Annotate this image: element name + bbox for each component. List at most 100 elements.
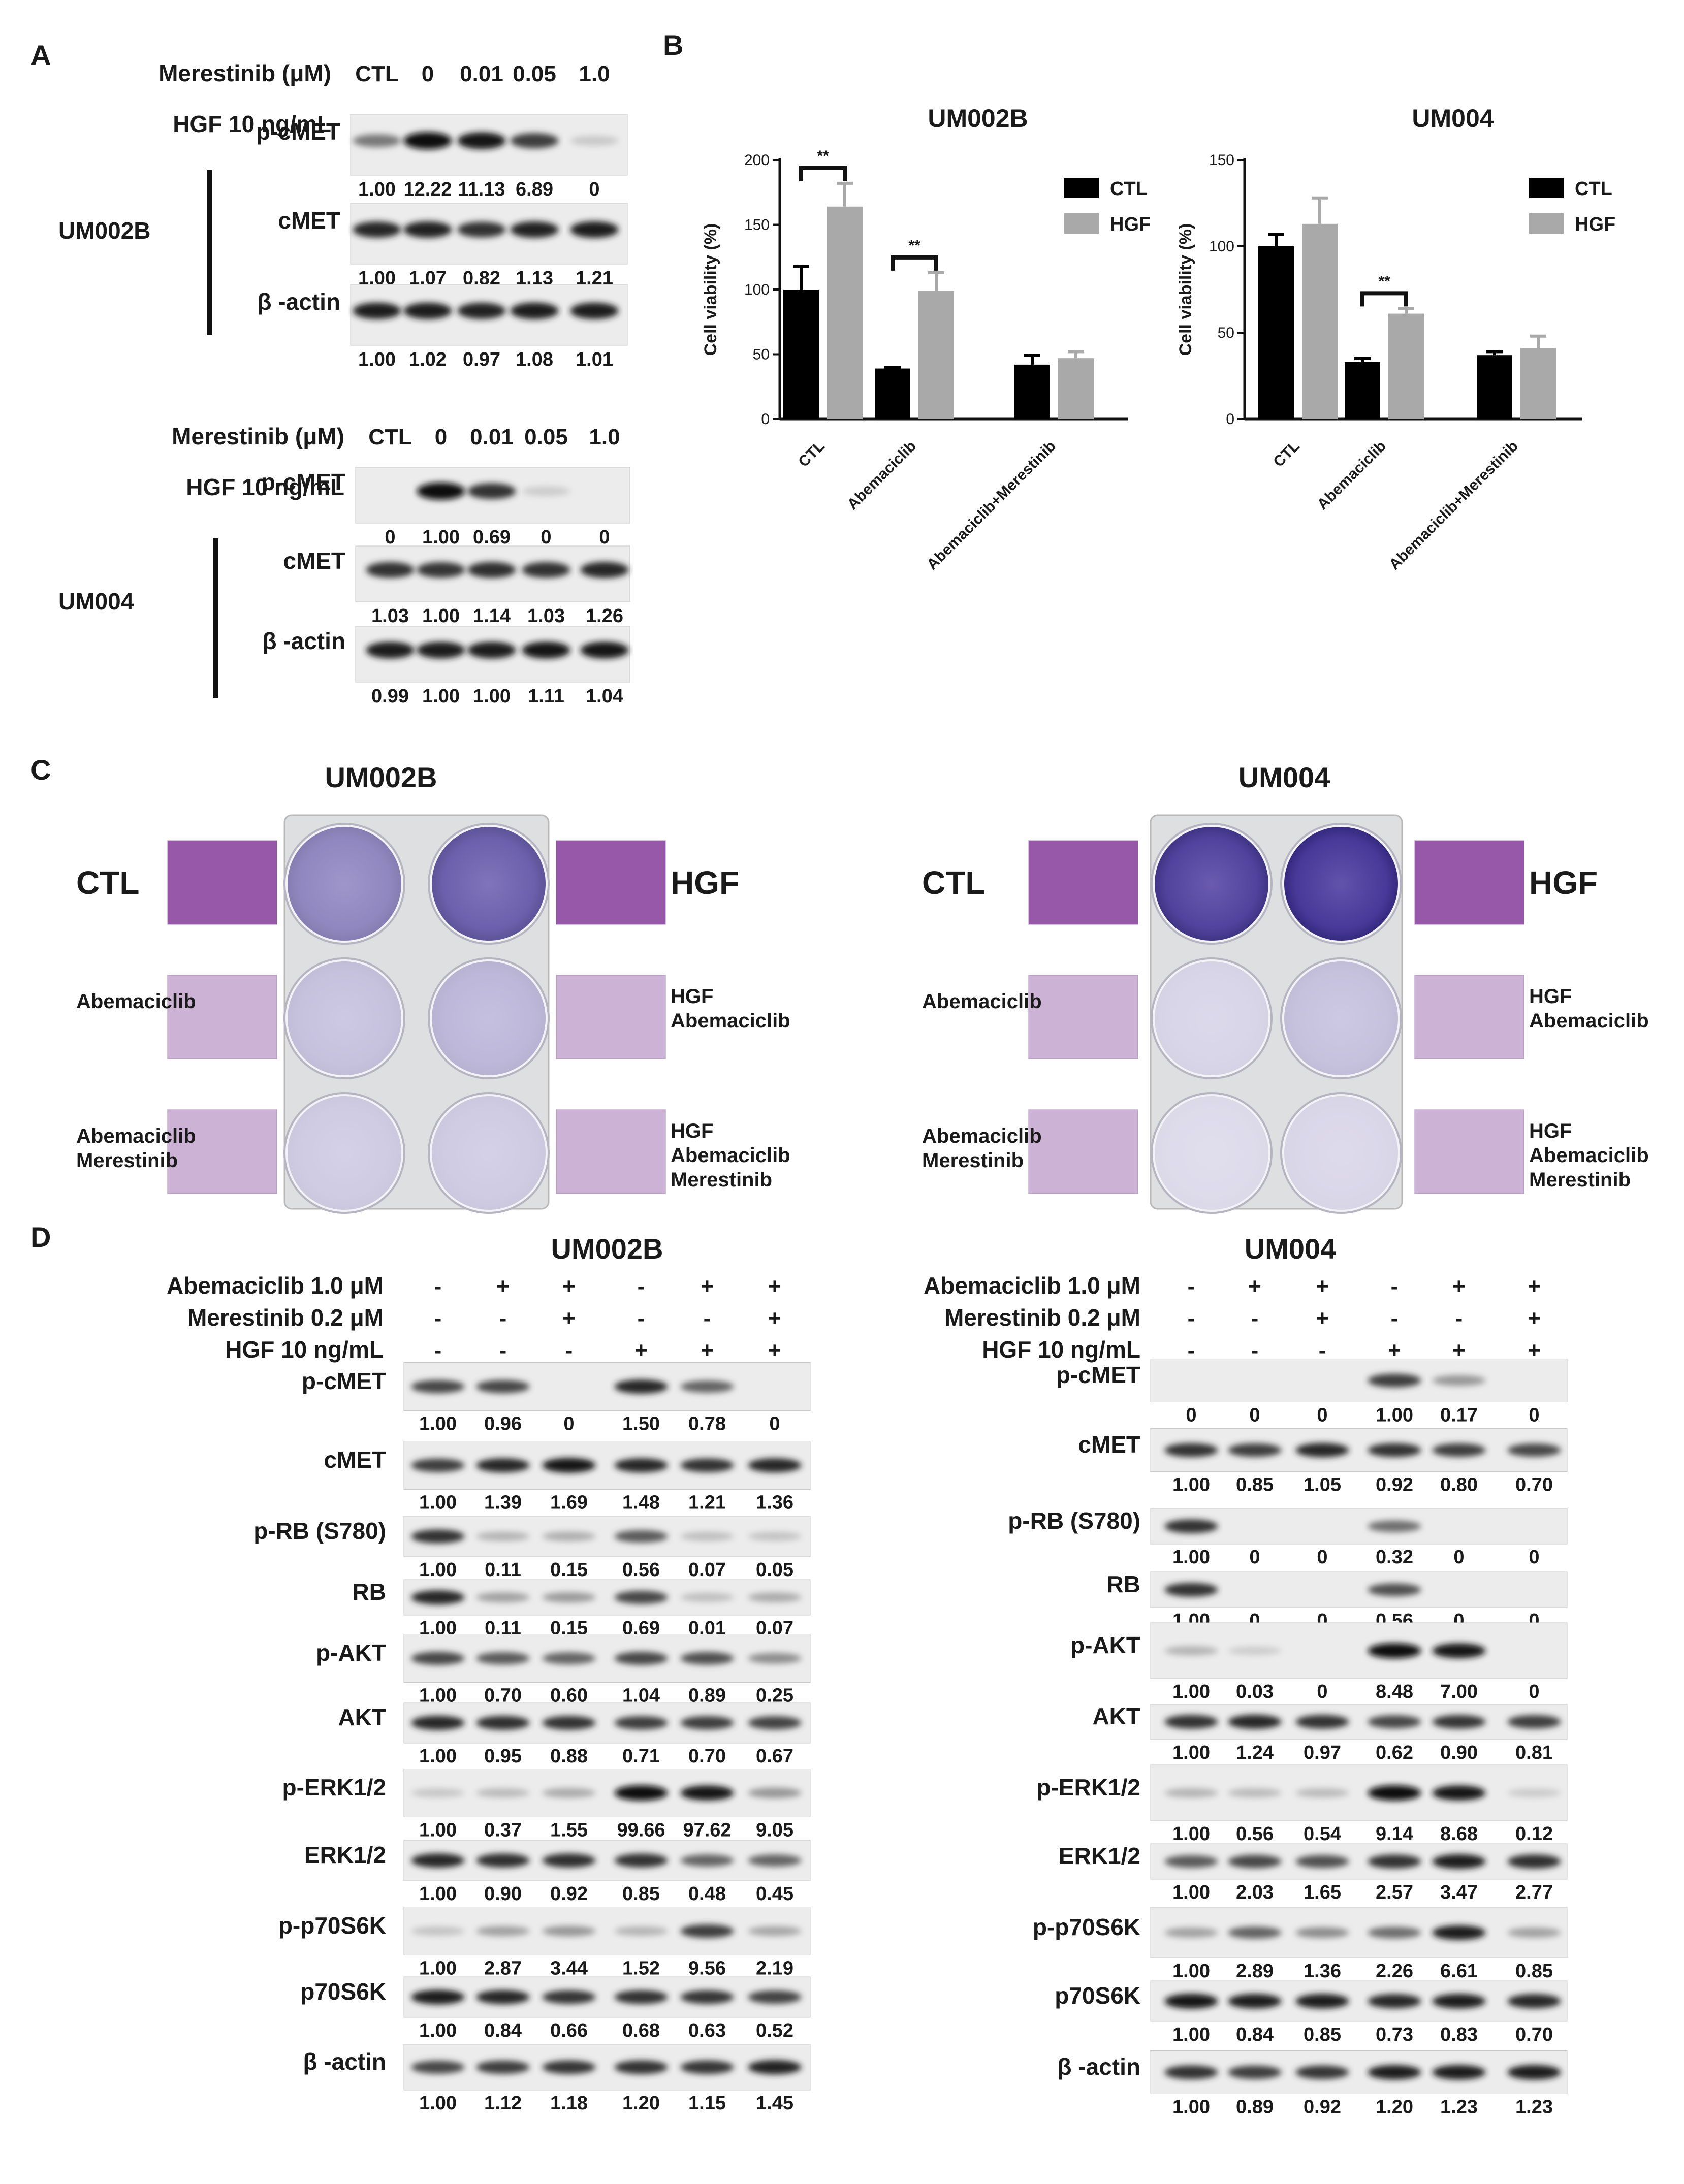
quant-value: 1.18 <box>550 2093 588 2114</box>
blot-band <box>1507 2065 1561 2080</box>
blot-band <box>1228 1646 1282 1655</box>
blot-band <box>1228 2065 1282 2079</box>
blot-band <box>1368 1994 1421 2008</box>
blot-band <box>748 1592 802 1602</box>
treatment-sign: - <box>704 1306 711 1331</box>
micrograph <box>556 975 666 1059</box>
protein-label: p70S6K <box>300 1978 386 2005</box>
viability-chart-1: UM004 0 50 100 150 Cell viability (%) CTL Abema… <box>1176 104 1615 573</box>
panel-d-group-1: UM004 Abemaciclib 1.0 μM - + + - + + Merestinib … <box>924 1233 1568 2118</box>
legend-swatch <box>1529 178 1564 198</box>
quant-value: 1.20 <box>622 2093 660 2114</box>
blot-band <box>353 302 401 319</box>
blot-band <box>1164 1583 1218 1597</box>
blot-band <box>680 1924 734 1938</box>
blot-band <box>542 1925 596 1937</box>
blot-membrane <box>1150 1764 1568 1821</box>
quant-value: 0.73 <box>1376 2024 1413 2045</box>
quant-value: 1.05 <box>1304 1474 1341 1496</box>
blot-band <box>467 483 516 499</box>
micrograph <box>1414 1109 1524 1194</box>
viability-chart-0: UM002B 0 50 100 150 200 Cell viability (%) CTL A… <box>701 104 1151 573</box>
bar-hgf <box>1302 223 1338 419</box>
category-label: Abemaciclib <box>1314 438 1389 513</box>
quant-value: 0 <box>1317 1681 1327 1703</box>
blot-band <box>403 221 452 238</box>
blot-band <box>522 641 570 659</box>
quant-value: 0.84 <box>484 2020 522 2041</box>
condition-label: Abemaciclib <box>76 990 196 1013</box>
blot-band <box>1164 2065 1218 2079</box>
treatment-label: Merestinib 0.2 μM <box>187 1304 384 1331</box>
y-tick-label: 0 <box>761 411 770 428</box>
blot-band <box>1507 1928 1561 1938</box>
cell-line-title: UM004 <box>1238 761 1330 793</box>
treatment-sign: + <box>562 1274 576 1299</box>
quant-value: 0.85 <box>1236 1474 1274 1496</box>
quant-value: 0.83 <box>1440 2024 1478 2045</box>
quant-value: 1.39 <box>484 1492 522 1514</box>
quant-value: 1.00 <box>358 179 396 200</box>
protein-label: cMET <box>283 548 345 574</box>
bar-ctl <box>875 368 910 419</box>
crystal-violet-stain <box>288 827 401 941</box>
quant-value: 0 <box>1186 1405 1196 1426</box>
quant-value: 1.52 <box>622 1958 660 1979</box>
bar-ctl <box>1258 246 1294 419</box>
category-label: Abemaciclib+Merestinib <box>924 438 1059 573</box>
blot-membrane <box>403 1769 811 1817</box>
blot-band <box>680 1458 734 1472</box>
blot-band <box>748 1653 802 1664</box>
blot-band <box>1228 1788 1282 1798</box>
quant-value: 1.00 <box>1172 2097 1210 2118</box>
dose-label: 1.0 <box>589 425 620 449</box>
protein-label: p-cMET <box>1056 1362 1140 1388</box>
blot-membrane <box>403 1579 811 1616</box>
condition-label: HGF Abemaciclib <box>1529 985 1649 1032</box>
category-label: CTL <box>795 438 828 471</box>
quant-value: 1.48 <box>622 1492 660 1514</box>
blot-membrane <box>1150 1980 1568 2022</box>
micrograph-stain <box>556 841 665 924</box>
quant-value: 0.52 <box>756 2020 793 2041</box>
blot-membrane <box>403 2044 811 2091</box>
quant-value: 1.00 <box>419 2020 457 2041</box>
blot-band <box>614 1530 668 1543</box>
y-axis-label: Cell viability (%) <box>701 223 720 356</box>
dose-label: 0 <box>435 425 447 449</box>
condition-label: CTL <box>76 864 139 901</box>
treatment-sign: - <box>434 1274 442 1299</box>
blot-band <box>457 302 506 319</box>
quant-value: 0.80 <box>1440 1474 1478 1496</box>
blot-band <box>680 1990 734 2004</box>
micrograph <box>167 975 277 1059</box>
blot-band <box>680 1854 734 1867</box>
crystal-violet-stain <box>288 1096 401 1210</box>
quant-value: 0 <box>589 179 599 200</box>
blot-band <box>542 2060 596 2074</box>
treatment-sign: + <box>768 1338 781 1363</box>
blot-band <box>542 1853 596 1868</box>
blot-band <box>1368 1443 1421 1457</box>
drug-label: Merestinib (μM) <box>158 60 331 86</box>
quant-value: 1.00 <box>1172 1742 1210 1763</box>
blot-band <box>510 302 559 319</box>
quant-value: 0.97 <box>463 349 500 370</box>
blot-membrane <box>1150 1843 1568 1880</box>
quant-value: 0.85 <box>1304 2024 1341 2045</box>
blot-band <box>403 132 452 149</box>
bar-hgf <box>827 206 863 419</box>
treatment-sign: - <box>1391 1306 1399 1331</box>
blot-band <box>570 302 619 319</box>
blot-band <box>1295 1927 1349 1938</box>
crystal-violet-stain <box>432 961 546 1075</box>
quant-value: 0 <box>1249 1547 1260 1568</box>
blot-membrane <box>1150 2050 1568 2094</box>
treatment-label: HGF 10 ng/mL <box>982 1336 1140 1363</box>
blot-band <box>748 1532 802 1541</box>
blot-band <box>614 2060 668 2074</box>
bar-ctl <box>1014 364 1050 419</box>
blot-band <box>748 1787 802 1798</box>
treatment-sign: - <box>1391 1274 1399 1299</box>
quant-value: 1.65 <box>1304 1882 1341 1903</box>
